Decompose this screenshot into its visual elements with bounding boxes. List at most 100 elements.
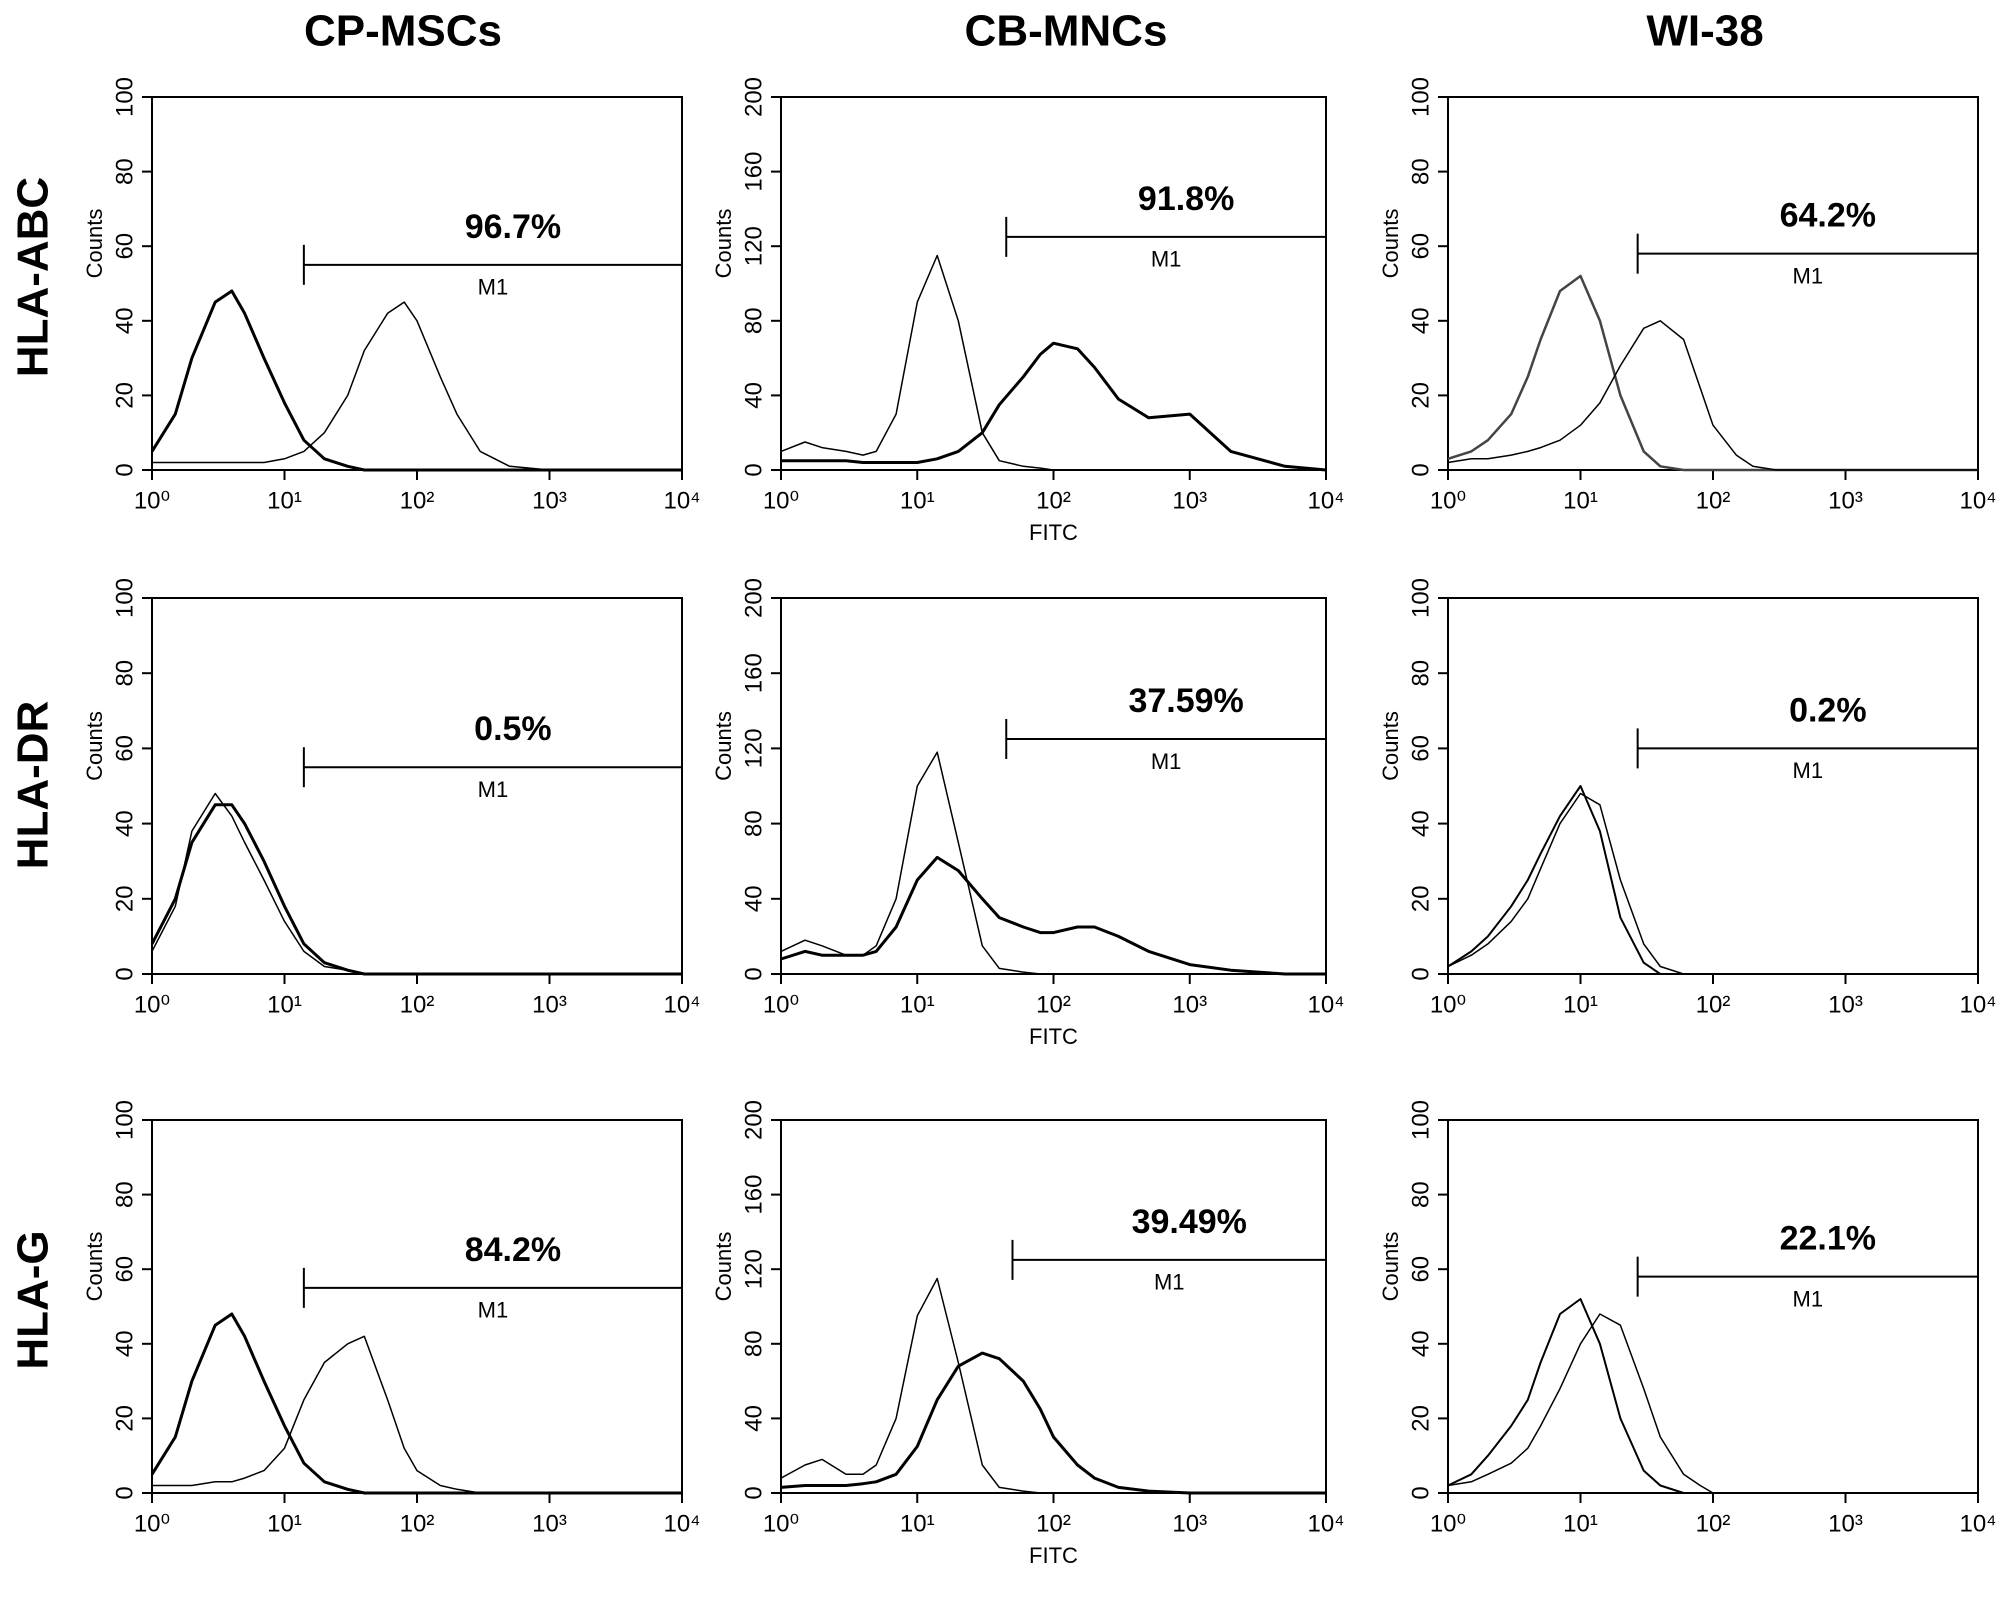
- row-header: HLA-DR: [9, 701, 58, 870]
- y-tick-label: 0: [1407, 1486, 1434, 1499]
- y-tick-label: 40: [1407, 307, 1434, 334]
- x-tick-label: 10³: [532, 487, 567, 514]
- x-tick-label: 10²: [1696, 487, 1731, 514]
- x-tick-label: 10²: [1696, 1510, 1731, 1537]
- x-tick-label: 10²: [400, 991, 435, 1018]
- y-tick-label: 80: [740, 810, 767, 837]
- y-tick-label: 40: [740, 885, 767, 912]
- x-tick-label: 10³: [1828, 991, 1863, 1018]
- gate-percent: 22.1%: [1780, 1220, 1876, 1258]
- y-tick-label: 120: [740, 226, 767, 266]
- x-tick-label: 10⁰: [1430, 487, 1466, 514]
- x-tick-label: 10⁴: [663, 991, 700, 1018]
- x-tick-label: 10⁴: [1959, 991, 1996, 1018]
- x-tick-label: 10³: [532, 991, 567, 1018]
- x-tick-label: 10⁰: [763, 1510, 799, 1537]
- x-tick-label: 10¹: [267, 991, 302, 1018]
- y-tick-label: 60: [1407, 735, 1434, 762]
- gate-percent: 91.8%: [1138, 180, 1234, 218]
- x-tick-label: 10⁰: [134, 487, 170, 514]
- histogram-line: [1447, 1313, 1978, 1494]
- x-tick-label: 10³: [1172, 487, 1207, 514]
- x-axis-label: FITC: [1029, 1024, 1078, 1049]
- histogram-line: [780, 254, 1326, 471]
- gate-name: M1: [1793, 263, 1824, 288]
- y-tick-label: 0: [111, 463, 138, 476]
- x-tick-label: 10¹: [1563, 1510, 1598, 1537]
- y-tick-label: 20: [111, 885, 138, 912]
- x-tick-label: 10⁴: [1307, 487, 1344, 514]
- y-tick-label: 100: [111, 578, 138, 618]
- y-tick-label: 20: [111, 382, 138, 409]
- y-tick-label: 40: [111, 1330, 138, 1357]
- x-tick-label: 10²: [1036, 1510, 1071, 1537]
- column-header: WI-38: [1646, 7, 1763, 56]
- row-header: HLA-G: [9, 1230, 58, 1369]
- y-tick-label: 160: [740, 1175, 767, 1215]
- y-tick-label: 100: [1407, 77, 1434, 117]
- gate-percent: 0.5%: [474, 710, 552, 748]
- x-tick-label: 10²: [1696, 991, 1731, 1018]
- y-axis-label: Counts: [711, 209, 736, 279]
- x-tick-label: 10⁰: [134, 1510, 170, 1537]
- y-tick-label: 60: [111, 1256, 138, 1283]
- y-tick-label: 100: [111, 77, 138, 117]
- x-axis-label: FITC: [1029, 1543, 1078, 1568]
- gate-percent: 64.2%: [1780, 197, 1876, 235]
- y-tick-label: 80: [1407, 1181, 1434, 1208]
- gate-name: M1: [1154, 1270, 1185, 1295]
- x-tick-label: 10¹: [900, 1510, 935, 1537]
- y-axis-label: Counts: [1378, 209, 1403, 279]
- column-header: CP-MSCs: [304, 7, 502, 56]
- y-tick-label: 160: [740, 653, 767, 693]
- histogram-line: [780, 855, 1326, 976]
- x-tick-label: 10⁰: [763, 991, 799, 1018]
- y-tick-label: 20: [1407, 382, 1434, 409]
- gate-percent: 84.2%: [465, 1231, 561, 1269]
- x-tick-label: 10⁰: [1430, 991, 1466, 1018]
- gate-name: M1: [1793, 1286, 1824, 1311]
- gate-name: M1: [1151, 749, 1182, 774]
- gate-name: M1: [478, 1298, 509, 1323]
- row-header: HLA-ABC: [9, 177, 58, 377]
- y-tick-label: 80: [740, 1330, 767, 1357]
- x-tick-label: 10³: [532, 1510, 567, 1537]
- x-axis-label: FITC: [1029, 520, 1078, 545]
- histogram-line: [151, 792, 682, 975]
- y-tick-label: 40: [111, 307, 138, 334]
- gate-percent: 0.2%: [1789, 691, 1867, 729]
- y-tick-label: 0: [111, 1486, 138, 1499]
- y-tick-label: 200: [740, 77, 767, 117]
- histogram-line: [152, 301, 682, 471]
- y-tick-label: 60: [1407, 1256, 1434, 1283]
- histogram-line: [1447, 792, 1978, 975]
- y-axis-label: Counts: [1378, 1232, 1403, 1302]
- y-tick-label: 0: [740, 463, 767, 476]
- y-axis-label: Counts: [711, 711, 736, 781]
- histogram-line: [1447, 320, 1978, 471]
- y-tick-label: 80: [111, 158, 138, 185]
- y-tick-label: 120: [740, 1249, 767, 1289]
- x-tick-label: 10⁰: [763, 487, 799, 514]
- x-tick-label: 10¹: [1563, 487, 1598, 514]
- x-tick-label: 10⁴: [1307, 1510, 1344, 1537]
- y-tick-label: 80: [111, 660, 138, 687]
- y-tick-label: 120: [740, 728, 767, 768]
- gate-name: M1: [1793, 758, 1824, 783]
- gate-name: M1: [478, 777, 509, 802]
- y-axis-label: Counts: [1378, 711, 1403, 781]
- y-tick-label: 100: [1407, 578, 1434, 618]
- x-tick-label: 10²: [1036, 487, 1071, 514]
- y-tick-label: 0: [740, 967, 767, 980]
- y-tick-label: 200: [740, 578, 767, 618]
- histogram-line: [781, 341, 1327, 472]
- y-tick-label: 60: [111, 735, 138, 762]
- x-tick-label: 10⁴: [1959, 487, 1996, 514]
- x-tick-label: 10²: [400, 487, 435, 514]
- x-tick-label: 10²: [1036, 991, 1071, 1018]
- y-tick-label: 0: [1407, 967, 1434, 980]
- y-tick-label: 20: [1407, 1405, 1434, 1432]
- y-axis-label: Counts: [711, 1232, 736, 1302]
